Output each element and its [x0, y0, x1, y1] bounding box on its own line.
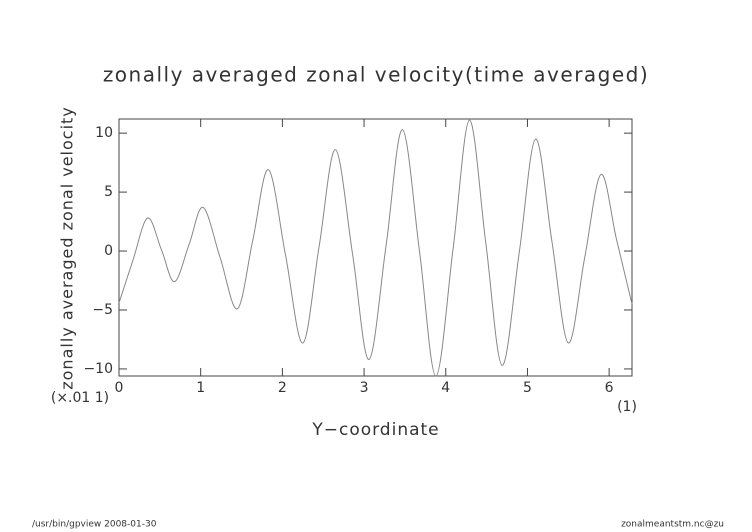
x-tick-label: 1	[196, 380, 205, 396]
x-tick-label: 0	[115, 380, 124, 396]
x-tick-label: 4	[441, 380, 450, 396]
footer-right: zonalmeantstm.nc@zu	[621, 520, 724, 530]
y-tick-label: 10	[95, 125, 113, 141]
x-tick-label: 3	[360, 380, 369, 396]
x-unit: (1)	[617, 399, 637, 415]
footer-left: /usr/bin/gpview 2008-01-30	[32, 520, 157, 530]
plot-frame	[118, 118, 633, 377]
y-unit: (×.01 1)	[51, 390, 109, 406]
chart-title: zonally averaged zonal velocity(time ave…	[103, 63, 649, 87]
y-tick-label: 5	[104, 184, 113, 200]
y-tick-label: 0	[104, 243, 113, 259]
y-tick-label: −5	[92, 302, 113, 318]
x-tick-label: 6	[605, 380, 614, 396]
y-axis-label: zonally averaged zonal velocity	[58, 106, 77, 390]
x-axis-label: Y−coordinate	[311, 420, 439, 440]
x-tick-label: 5	[523, 380, 532, 396]
y-tick-label: −10	[83, 361, 113, 377]
x-tick-label: 2	[278, 380, 287, 396]
data-line	[118, 119, 633, 377]
